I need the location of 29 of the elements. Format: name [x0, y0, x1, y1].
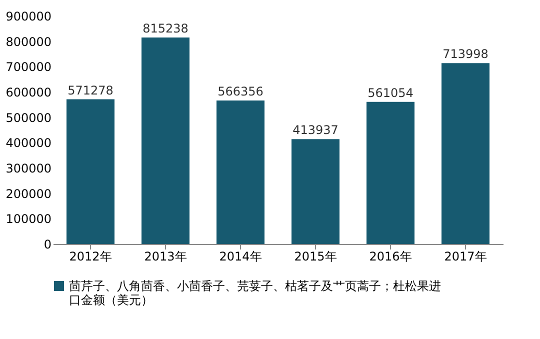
bar — [292, 139, 340, 244]
data-label: 566356 — [218, 84, 264, 99]
y-tick-label: 800000 — [6, 34, 52, 49]
legend-label: 茴芹子、八角茴香、小茴香子、芫荽子、枯茗子及艹页蒿子；杜松果进口金额（美元） — [69, 279, 441, 307]
bar — [366, 102, 414, 244]
y-tick-label: 700000 — [6, 60, 52, 74]
y-tick-label: 900000 — [6, 10, 52, 24]
bar — [66, 99, 114, 244]
y-tick-label: 0 — [44, 238, 52, 252]
bar — [142, 37, 190, 244]
x-tick-label: 2012年 — [69, 250, 112, 264]
y-tick-label: 500000 — [6, 110, 52, 125]
y-tick-label: 400000 — [6, 136, 52, 150]
data-label: 413937 — [292, 123, 338, 138]
data-label: 571278 — [68, 83, 114, 98]
x-tick-label: 2014年 — [219, 250, 262, 264]
data-label: 713998 — [442, 47, 488, 62]
bar — [442, 63, 490, 244]
y-tick-label: 600000 — [6, 86, 52, 100]
y-tick-label: 300000 — [6, 162, 52, 176]
x-tick-label: 2016年 — [369, 250, 412, 264]
bar — [216, 100, 264, 244]
y-tick-label: 200000 — [6, 186, 52, 201]
y-tick-label: 100000 — [6, 212, 52, 226]
data-label: 815238 — [142, 21, 188, 36]
x-tick-label: 2017年 — [444, 250, 487, 264]
data-label: 561054 — [368, 86, 414, 100]
x-tick-label: 2015年 — [294, 250, 337, 264]
x-tick-label: 2013年 — [144, 250, 187, 264]
